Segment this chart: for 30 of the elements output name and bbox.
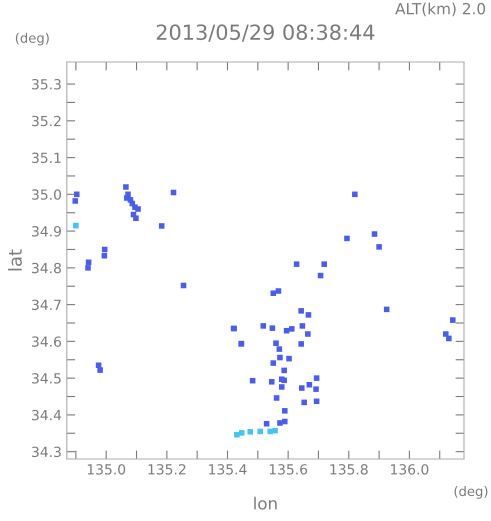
y-tick-label: 34.6	[32, 336, 62, 347]
y-tick-label: 34.4	[32, 410, 62, 420]
point	[267, 428, 274, 434]
y-tick-label: 35.3	[32, 79, 61, 90]
y-tick-label: 35.1	[32, 152, 61, 164]
y-tick-label: 34.9	[32, 226, 61, 237]
x-tick-label: 135.0	[88, 464, 126, 475]
text: (deg)	[16, 32, 49, 46]
point	[73, 222, 79, 228]
text: (deg)	[454, 486, 488, 499]
y-tick-label: 34.3	[32, 446, 61, 458]
y-tick-label: 34.8	[32, 262, 61, 274]
point	[234, 432, 240, 438]
point	[247, 429, 254, 435]
y-tick-label: 34.7	[32, 300, 61, 310]
y-tick-label: 34.5	[32, 373, 61, 384]
y-tick-label: 35.2	[32, 116, 61, 126]
x-tick-label: 135.6	[270, 464, 308, 475]
point	[272, 428, 278, 434]
x-tick-label: 136.0	[391, 464, 428, 475]
x-tick-label: 135.8	[330, 464, 368, 475]
chart-title: 2013/05/29 08:38:44	[156, 24, 374, 42]
x-tick-label: 135.2	[148, 464, 186, 475]
point	[257, 428, 264, 434]
x-axis-title: lon	[254, 496, 277, 510]
text: ALT(km) 2.0	[395, 2, 486, 16]
y-tick-label: 35.0	[32, 189, 61, 200]
x-tick-label: 135.4	[209, 464, 247, 475]
point	[238, 430, 245, 436]
y-axis-title: lat	[8, 249, 22, 270]
